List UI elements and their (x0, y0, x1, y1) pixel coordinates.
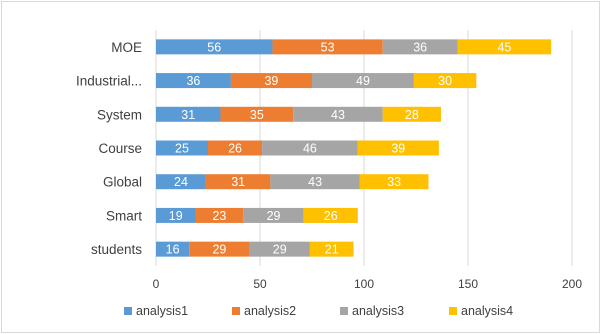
data-label-analysis3-0: 36 (413, 40, 427, 54)
category-label-6: students (91, 242, 142, 257)
legend-swatch-analysis3 (340, 307, 348, 315)
legend: analysis1 analysis2 analysis3 analysis4 (124, 304, 513, 318)
data-label-analysis4-6: 21 (325, 243, 339, 257)
data-label-analysis3-5: 29 (267, 209, 281, 223)
data-label-analysis1-2: 31 (181, 108, 195, 122)
data-label-analysis2-5: 23 (212, 209, 226, 223)
category-label-0: MOE (111, 40, 142, 55)
data-label-analysis2-3: 26 (228, 142, 242, 156)
category-label-2: System (97, 107, 142, 122)
data-label-analysis1-3: 25 (175, 142, 189, 156)
data-label-analysis4-2: 28 (405, 108, 419, 122)
category-label-4: Global (103, 175, 142, 190)
x-tick-50: 50 (253, 277, 267, 291)
data-label-analysis3-6: 29 (273, 243, 287, 257)
data-label-analysis1-0: 56 (207, 40, 221, 54)
data-label-analysis3-1: 49 (356, 74, 370, 88)
data-label-analysis2-2: 35 (250, 108, 264, 122)
category-label-3: Course (98, 141, 142, 156)
legend-swatch-analysis1 (124, 307, 132, 315)
data-label-analysis4-3: 39 (391, 142, 405, 156)
legend-swatch-analysis4 (449, 307, 457, 315)
x-tick-labels: 0 50 100 150 200 (153, 277, 583, 291)
data-label-analysis3-4: 43 (308, 175, 322, 189)
x-tick-0: 0 (153, 277, 160, 291)
data-label-analysis1-5: 19 (169, 209, 183, 223)
x-tick-200: 200 (562, 277, 582, 291)
legend-label-analysis4: analysis4 (461, 304, 513, 318)
data-label-analysis4-1: 30 (438, 74, 452, 88)
data-label-analysis2-4: 31 (231, 175, 245, 189)
data-label-analysis4-5: 26 (324, 209, 338, 223)
data-label-analysis1-1: 36 (186, 74, 200, 88)
x-tick-150: 150 (458, 277, 478, 291)
legend-swatch-analysis2 (232, 307, 240, 315)
legend-label-analysis2: analysis2 (244, 304, 296, 318)
category-label-1: Industrial... (76, 74, 142, 89)
category-labels: MOE Industrial... System Course Global Smart s… (76, 40, 142, 257)
x-tick-100: 100 (354, 277, 374, 291)
data-label-analysis3-2: 43 (331, 108, 345, 122)
data-label-analysis2-0: 53 (321, 40, 335, 54)
data-label-analysis4-0: 45 (497, 40, 511, 54)
bars-group: 56 53 36 45 36 39 49 30 31 35 43 28 25 26 46 39 24 31 43 33… (156, 39, 551, 256)
data-label-analysis1-4: 24 (174, 175, 188, 189)
data-label-analysis3-3: 46 (303, 142, 317, 156)
data-label-analysis4-4: 33 (387, 175, 401, 189)
data-label-analysis2-1: 39 (264, 74, 278, 88)
data-label-analysis1-6: 16 (166, 243, 180, 257)
legend-label-analysis3: analysis3 (352, 304, 404, 318)
category-label-5: Smart (106, 208, 142, 223)
legend-label-analysis1: analysis1 (136, 304, 188, 318)
data-label-analysis2-6: 29 (212, 243, 226, 257)
